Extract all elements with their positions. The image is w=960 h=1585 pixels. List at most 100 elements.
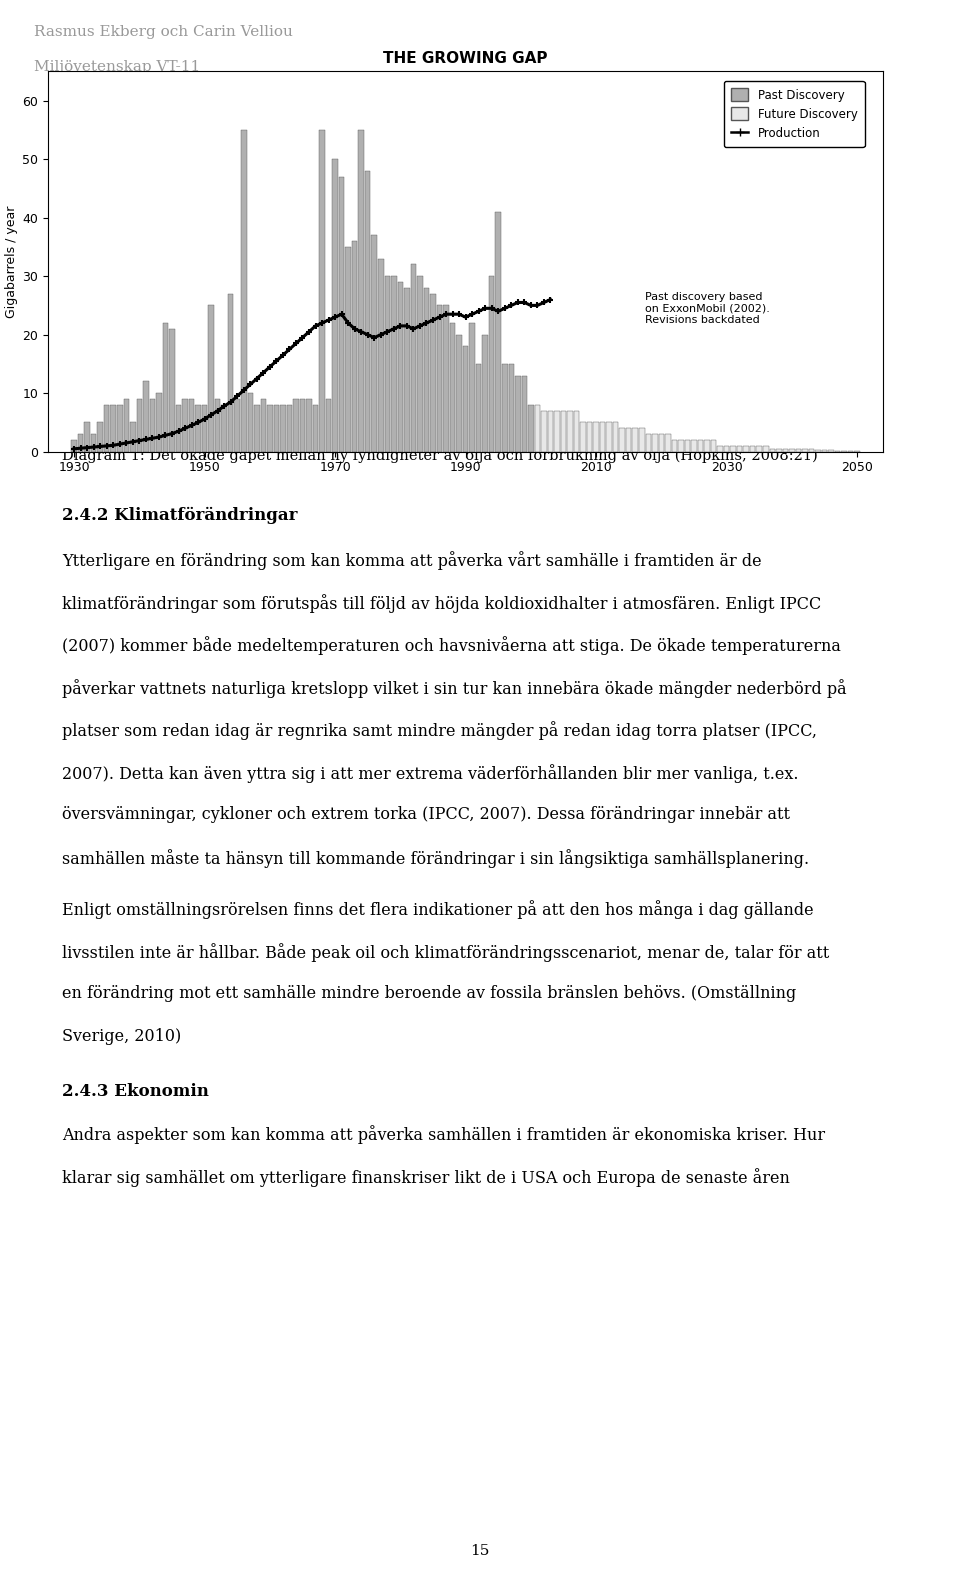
Text: Rasmus Ekberg och Carin Velliou: Rasmus Ekberg och Carin Velliou [34, 25, 293, 40]
Bar [593, 423, 599, 452]
Bar [822, 450, 828, 452]
Bar [176, 404, 181, 452]
Text: Diagram 1: Det ökade gapet mellan ny fyndigheter av olja och förbrukning av olja: Diagram 1: Det ökade gapet mellan ny fyn… [62, 449, 818, 463]
Text: (2007) kommer både medeltemperaturen och havsnivåerna att stiga. De ökade temper: (2007) kommer både medeltemperaturen och… [62, 637, 841, 656]
Bar [580, 423, 586, 452]
Text: Enligt omställningsrörelsen finns det flera indikationer på att den hos många i : Enligt omställningsrörelsen finns det fl… [62, 900, 814, 919]
Bar [547, 411, 553, 452]
Bar [346, 247, 351, 452]
Bar [78, 434, 84, 452]
Bar [423, 288, 429, 452]
Bar [280, 404, 286, 452]
Bar [97, 423, 103, 452]
Bar [456, 334, 462, 452]
Bar [717, 445, 723, 452]
Bar [104, 404, 109, 452]
Bar [411, 265, 417, 452]
Bar [587, 423, 592, 452]
Bar [535, 404, 540, 452]
Bar [678, 441, 684, 452]
Bar [659, 434, 664, 452]
Text: klarar sig samhället om ytterligare finanskriser likt de i USA och Europa de sen: klarar sig samhället om ytterligare fina… [62, 1168, 790, 1187]
Bar [215, 399, 221, 452]
Text: 2007). Detta kan även yttra sig i att mer extrema väderförhållanden blir mer van: 2007). Detta kan även yttra sig i att me… [62, 764, 799, 783]
Bar [463, 347, 468, 452]
Bar [803, 449, 807, 452]
Bar [136, 399, 142, 452]
Bar [313, 404, 319, 452]
Text: Sverige, 2010): Sverige, 2010) [62, 1027, 181, 1045]
Bar [378, 258, 384, 452]
Bar [626, 428, 632, 452]
Bar [731, 445, 736, 452]
Bar [450, 323, 455, 452]
Bar [710, 441, 716, 452]
Text: 15: 15 [470, 1544, 490, 1558]
Legend: Past Discovery, Future Discovery, Production: Past Discovery, Future Discovery, Produc… [724, 81, 865, 147]
Bar [665, 434, 671, 452]
Bar [404, 288, 410, 452]
Text: platser som redan idag är regnrika samt mindre mängder på redan idag torra plats: platser som redan idag är regnrika samt … [62, 721, 817, 740]
Bar [169, 328, 175, 452]
Bar [574, 411, 579, 452]
Bar [756, 445, 762, 452]
Bar [254, 404, 259, 452]
Bar [489, 276, 494, 452]
Text: livsstilen inte är hållbar. Både peak oil och klimatförändringsscenariot, menar : livsstilen inte är hållbar. Både peak oi… [62, 943, 829, 962]
Bar [502, 365, 508, 452]
Bar [391, 276, 396, 452]
Bar [267, 404, 273, 452]
Bar [528, 404, 534, 452]
Text: översvämningar, cykloner och extrem torka (IPCC, 2007). Dessa förändringar inneb: översvämningar, cykloner och extrem tork… [62, 807, 790, 824]
Bar [483, 334, 488, 452]
Bar [372, 235, 377, 452]
Bar [796, 449, 802, 452]
Bar [619, 428, 625, 452]
Title: THE GROWING GAP: THE GROWING GAP [383, 51, 548, 67]
Text: Andra aspekter som kan komma att påverka samhällen i framtiden är ekonomiska kri: Andra aspekter som kan komma att påverka… [62, 1125, 826, 1144]
Bar [521, 376, 527, 452]
Text: en förändring mot ett samhälle mindre beroende av fossila bränslen behövs. (Omst: en förändring mot ett samhälle mindre be… [62, 986, 797, 1002]
Bar [652, 434, 658, 452]
Bar [815, 450, 821, 452]
Bar [385, 276, 390, 452]
Bar [365, 171, 371, 452]
Bar [182, 399, 188, 452]
Text: påverkar vattnets naturliga kretslopp vilket i sin tur kan innebära ökade mängde: påverkar vattnets naturliga kretslopp vi… [62, 678, 847, 697]
Bar [260, 399, 266, 452]
Text: 2.4.3 Ekonomin: 2.4.3 Ekonomin [62, 1083, 209, 1100]
Bar [241, 130, 247, 452]
Bar [130, 423, 135, 452]
Bar [287, 404, 292, 452]
Text: Past discovery based
on ExxonMobil (2002).
Revisions backdated: Past discovery based on ExxonMobil (2002… [645, 292, 770, 325]
Bar [202, 404, 207, 452]
Bar [150, 399, 156, 452]
Bar [228, 293, 233, 452]
Bar [567, 411, 573, 452]
Bar [750, 445, 756, 452]
Bar [444, 306, 448, 452]
Bar [476, 365, 481, 452]
Bar [639, 428, 644, 452]
Bar [143, 382, 149, 452]
Bar [789, 449, 795, 452]
Bar [124, 399, 129, 452]
Bar [770, 449, 775, 452]
Text: klimatförändringar som förutspås till följd av höjda koldioxidhalter i atmosfäre: klimatförändringar som förutspås till fö… [62, 594, 822, 613]
Bar [763, 445, 769, 452]
Bar [737, 445, 742, 452]
Bar [684, 441, 690, 452]
Bar [320, 130, 324, 452]
Text: Miljövetenskap VT-11: Miljövetenskap VT-11 [34, 60, 200, 74]
Bar [743, 445, 749, 452]
Bar [515, 376, 520, 452]
Bar [84, 423, 90, 452]
Bar [162, 323, 168, 452]
Bar [352, 241, 357, 452]
Bar [234, 399, 240, 452]
Bar [561, 411, 566, 452]
Bar [248, 393, 253, 452]
Bar [724, 445, 730, 452]
Bar [156, 393, 161, 452]
Bar [358, 130, 364, 452]
